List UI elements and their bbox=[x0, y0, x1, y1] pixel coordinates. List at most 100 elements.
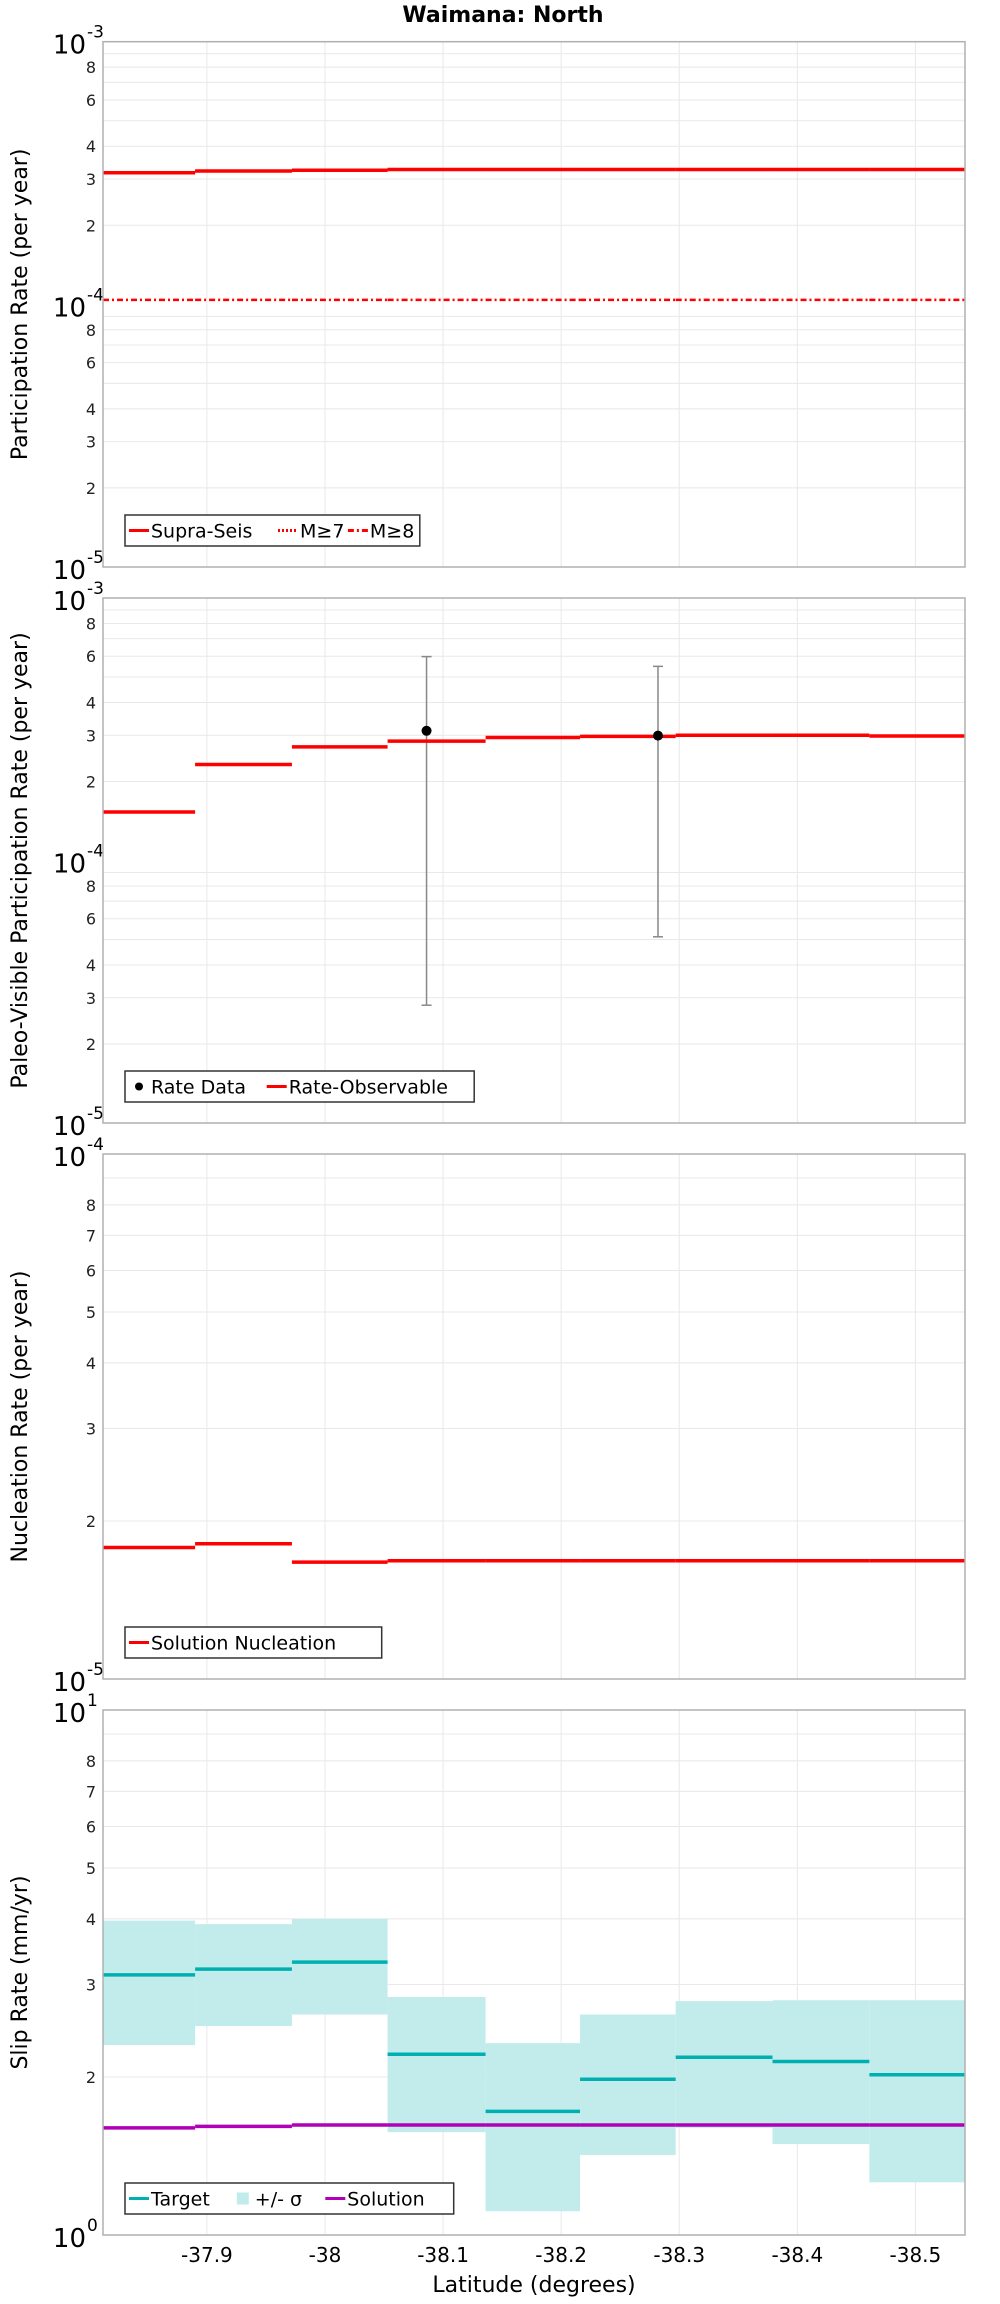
y-tick-label: 8 bbox=[86, 1752, 96, 1771]
plot-frame bbox=[102, 1709, 966, 2236]
y-decade-label: 10 bbox=[53, 1112, 86, 1142]
y-decade-exponent: -5 bbox=[87, 1104, 104, 1124]
y-axis-label: Participation Rate (per year) bbox=[8, 149, 33, 461]
y-tick-label: 7 bbox=[86, 1782, 96, 1801]
y-decade-exponent: -3 bbox=[87, 23, 104, 43]
legend-label: Supra-Seis bbox=[151, 521, 252, 543]
y-tick-label: 2 bbox=[86, 772, 96, 791]
chart-title: Waimana: North bbox=[402, 3, 603, 28]
y-tick-label: 5 bbox=[86, 1303, 96, 1322]
x-tick-label: -38.1 bbox=[417, 2243, 469, 2267]
y-decade-label: 10 bbox=[53, 293, 86, 323]
legend-box bbox=[124, 2182, 455, 2215]
legend-label: Rate-Observable bbox=[289, 1077, 448, 1099]
y-tick-label: 4 bbox=[86, 1354, 96, 1373]
y-tick-label: 3 bbox=[86, 726, 96, 745]
y-tick-label: 8 bbox=[86, 877, 96, 896]
legend: Solution Nucleation bbox=[124, 1626, 383, 1659]
y-tick-label: 6 bbox=[86, 647, 96, 666]
legend-dot-icon bbox=[135, 1082, 143, 1091]
y-tick-label: 8 bbox=[86, 1196, 96, 1215]
rate-data-point bbox=[421, 725, 432, 736]
sigma-band bbox=[869, 2000, 965, 2183]
legend-label: Target bbox=[150, 2189, 210, 2211]
y-decade-exponent: -3 bbox=[87, 579, 104, 599]
y-tick-label: 2 bbox=[86, 1035, 96, 1054]
legend-swatch-icon bbox=[236, 2192, 249, 2205]
y-tick-label: 3 bbox=[86, 1976, 96, 1995]
y-decade-exponent: 0 bbox=[87, 2216, 98, 2236]
legend-box bbox=[124, 1626, 383, 1659]
y-tick-label: 4 bbox=[86, 956, 96, 975]
legend-label: M≥8 bbox=[370, 521, 414, 543]
y-tick-label: 8 bbox=[86, 614, 96, 633]
y-decade-label: 10 bbox=[53, 587, 86, 617]
sigma-band bbox=[580, 2014, 676, 2156]
y-decade-label: 10 bbox=[53, 1699, 86, 1729]
y-axis-label: Paleo-Visible Participation Rate (per ye… bbox=[8, 632, 33, 1088]
legend-label: Rate Data bbox=[151, 1077, 246, 1099]
legend: Target +/- σ Solution bbox=[124, 2182, 455, 2215]
y-tick-label: 8 bbox=[86, 321, 96, 340]
y-decade-exponent: -4 bbox=[87, 285, 104, 305]
x-tick-label: -38.2 bbox=[535, 2243, 587, 2267]
rate-data-point bbox=[652, 730, 663, 741]
sigma-band bbox=[485, 2043, 581, 2212]
sigma-band bbox=[195, 1924, 292, 2027]
y-tick-label: 2 bbox=[86, 2068, 96, 2087]
y-tick-label: 6 bbox=[86, 910, 96, 929]
y-decade-exponent: -5 bbox=[87, 548, 104, 568]
y-axis-label: Slip Rate (mm/yr) bbox=[8, 1875, 33, 2069]
y-decade-label: 10 bbox=[53, 1668, 86, 1698]
y-tick-label: 5 bbox=[86, 1859, 96, 1878]
y-tick-label: 4 bbox=[86, 1910, 96, 1929]
y-tick-label: 4 bbox=[86, 137, 96, 156]
y-decade-label: 10 bbox=[53, 2224, 86, 2254]
y-axis-label: Nucleation Rate (per year) bbox=[8, 1271, 33, 1563]
sigma-band bbox=[675, 2001, 773, 2128]
y-tick-label: 8 bbox=[86, 58, 96, 77]
y-tick-label: 4 bbox=[86, 400, 96, 419]
y-tick-label: 2 bbox=[86, 1512, 96, 1531]
y-tick-label: 2 bbox=[86, 479, 96, 498]
x-tick-label: -38.5 bbox=[890, 2243, 942, 2267]
y-tick-label: 3 bbox=[86, 1420, 96, 1439]
x-tick-label: -38 bbox=[309, 2243, 342, 2267]
x-axis-ticks: -37.9 -38 -38.1 -38.2 -38.3 -38.4 -38.5 bbox=[181, 2243, 941, 2267]
legend-box bbox=[124, 514, 421, 547]
sigma-band bbox=[387, 1997, 486, 2133]
sigma-band bbox=[103, 1920, 196, 2046]
sigma-band bbox=[772, 2000, 870, 2145]
y-tick-label: 3 bbox=[86, 989, 96, 1008]
legend-label: +/- σ bbox=[255, 2189, 302, 2211]
legend-label: Solution Nucleation bbox=[151, 1633, 336, 1655]
y-tick-label: 2 bbox=[86, 216, 96, 235]
legend-label: M≥7 bbox=[300, 521, 344, 543]
y-tick-label: 7 bbox=[86, 1226, 96, 1245]
y-tick-label: 3 bbox=[86, 170, 96, 189]
y-tick-label: 6 bbox=[86, 91, 96, 110]
x-tick-label: -38.3 bbox=[653, 2243, 705, 2267]
legend: Rate Data Rate-Observable bbox=[124, 1070, 475, 1103]
x-axis-label: Latitude (degrees) bbox=[432, 2273, 635, 2298]
plot-frame bbox=[102, 40, 966, 568]
y-decade-exponent: -5 bbox=[87, 1660, 104, 1680]
y-tick-label: 3 bbox=[86, 433, 96, 452]
y-decade-label: 10 bbox=[53, 31, 86, 61]
x-tick-label: -37.9 bbox=[181, 2243, 233, 2267]
plot-frame bbox=[102, 597, 966, 1124]
y-tick-label: 6 bbox=[86, 354, 96, 373]
y-decade-label: 10 bbox=[53, 850, 86, 880]
plot-frame bbox=[102, 1153, 966, 1680]
y-decade-exponent: 1 bbox=[87, 1691, 98, 1711]
y-decade-label: 10 bbox=[53, 556, 86, 586]
legend-box bbox=[124, 1070, 475, 1103]
legend-label: Solution bbox=[347, 2189, 424, 2211]
y-tick-label: 6 bbox=[86, 1817, 96, 1836]
